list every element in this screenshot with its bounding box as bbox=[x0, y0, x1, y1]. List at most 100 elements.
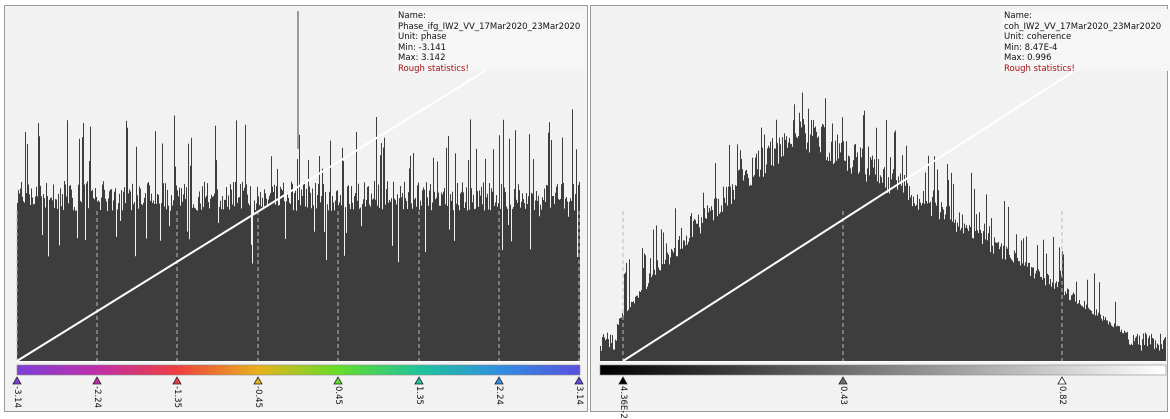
histogram-bar bbox=[669, 264, 670, 361]
histogram-bar bbox=[841, 142, 842, 361]
histogram-bar bbox=[427, 197, 428, 361]
histogram-bar bbox=[1111, 325, 1112, 361]
histogram-bar bbox=[184, 184, 185, 361]
histogram-bar bbox=[989, 226, 990, 361]
histogram-bar bbox=[417, 185, 418, 361]
histogram-bar bbox=[747, 173, 748, 361]
histogram-bar bbox=[327, 204, 328, 361]
histogram-bar bbox=[89, 161, 90, 361]
histogram-bar bbox=[900, 173, 901, 361]
histogram-bar bbox=[528, 196, 529, 361]
histogram-bar bbox=[172, 205, 173, 361]
histogram-bar bbox=[1090, 309, 1091, 361]
histogram-bar bbox=[1073, 292, 1074, 361]
histogram-bar bbox=[1143, 333, 1144, 361]
histogram-bar bbox=[18, 190, 19, 361]
histogram-bar bbox=[450, 194, 451, 361]
histogram-bar bbox=[966, 225, 967, 361]
histogram-bar bbox=[459, 210, 460, 361]
histogram-bar bbox=[954, 222, 955, 361]
histogram-bar bbox=[871, 159, 872, 361]
histogram-bar bbox=[387, 181, 388, 361]
histogram-bar bbox=[120, 220, 121, 361]
histogram-bar bbox=[479, 190, 480, 361]
histogram-bar bbox=[462, 182, 463, 361]
histogram-bar bbox=[986, 194, 987, 361]
color-gradient-bar bbox=[16, 364, 581, 376]
histogram-bar bbox=[365, 206, 366, 361]
histogram-bar bbox=[559, 199, 560, 361]
histogram-bar bbox=[131, 210, 132, 361]
histogram-bar bbox=[85, 239, 86, 361]
histogram-bar bbox=[414, 199, 415, 361]
histogram-bar bbox=[991, 218, 992, 361]
histogram-bar bbox=[984, 223, 985, 361]
histogram-bar bbox=[233, 182, 234, 361]
histogram-bar bbox=[876, 127, 877, 361]
histogram-bar bbox=[693, 220, 694, 361]
histogram-bar bbox=[830, 161, 831, 361]
histogram-bar bbox=[51, 197, 52, 361]
histogram-bar bbox=[849, 156, 850, 361]
histogram-bar bbox=[543, 200, 544, 361]
histogram-bar bbox=[315, 182, 316, 361]
histogram-bar bbox=[245, 124, 246, 361]
histogram-bar bbox=[891, 179, 892, 361]
histogram-bar bbox=[621, 317, 622, 361]
info-warning: Rough statistics! bbox=[398, 63, 469, 74]
histogram-bar bbox=[902, 155, 903, 361]
histogram-bar bbox=[1127, 331, 1128, 361]
histogram-bar bbox=[431, 210, 432, 361]
histogram-bar bbox=[944, 219, 945, 361]
histogram-bar bbox=[531, 192, 532, 361]
histogram-bar bbox=[1065, 291, 1066, 361]
histogram-bar bbox=[696, 223, 697, 361]
histogram-bar bbox=[1028, 262, 1029, 361]
histogram-bar bbox=[547, 185, 548, 361]
histogram-bar bbox=[853, 160, 854, 361]
histogram-bar bbox=[249, 205, 250, 361]
histogram-bar bbox=[898, 176, 899, 361]
histogram-bar bbox=[282, 190, 283, 361]
histogram-bar bbox=[861, 157, 862, 361]
histogram-bar bbox=[1116, 326, 1117, 361]
histogram-bar bbox=[526, 193, 527, 361]
histogram-bar bbox=[1081, 305, 1082, 361]
histogram-bar bbox=[484, 210, 485, 361]
histogram-bar bbox=[481, 186, 482, 361]
info-name: Name: coh_IW2_VV_17Mar2020_23Mar2020 bbox=[1004, 11, 1162, 32]
histogram-bar bbox=[1059, 247, 1060, 361]
histogram-bar bbox=[614, 349, 615, 361]
histogram-bar bbox=[277, 168, 278, 361]
histogram-bar bbox=[312, 188, 313, 361]
histogram-bar bbox=[91, 190, 92, 361]
histogram-bar bbox=[316, 208, 317, 361]
histogram-bar bbox=[103, 181, 104, 361]
histogram-bar bbox=[611, 343, 612, 361]
histogram-bar bbox=[636, 295, 637, 361]
histogram-bar bbox=[159, 203, 160, 361]
histogram-bar bbox=[503, 119, 504, 362]
histogram-bar bbox=[741, 158, 742, 361]
histogram-bar bbox=[1080, 304, 1081, 361]
histogram-bar bbox=[350, 209, 351, 361]
histogram-bar bbox=[1119, 326, 1120, 361]
histogram-bar bbox=[44, 198, 45, 361]
histogram-bar bbox=[1141, 350, 1142, 361]
histogram-bar bbox=[562, 137, 563, 361]
histogram-bar bbox=[733, 189, 734, 361]
histogram-bar bbox=[192, 207, 193, 361]
histogram-bar bbox=[280, 186, 281, 361]
histogram-bar bbox=[319, 156, 320, 361]
histogram-bar bbox=[58, 193, 59, 361]
histogram-bar bbox=[906, 145, 907, 361]
histogram-bar bbox=[494, 205, 495, 361]
histogram-bar bbox=[469, 209, 470, 361]
histogram-bar bbox=[1163, 340, 1164, 361]
histogram-bar bbox=[544, 188, 545, 361]
histogram-bar bbox=[354, 196, 355, 361]
histogram-bar bbox=[604, 337, 605, 361]
histogram-bar bbox=[1006, 246, 1007, 361]
histogram-bar bbox=[339, 202, 340, 361]
histogram-bar bbox=[389, 200, 390, 361]
